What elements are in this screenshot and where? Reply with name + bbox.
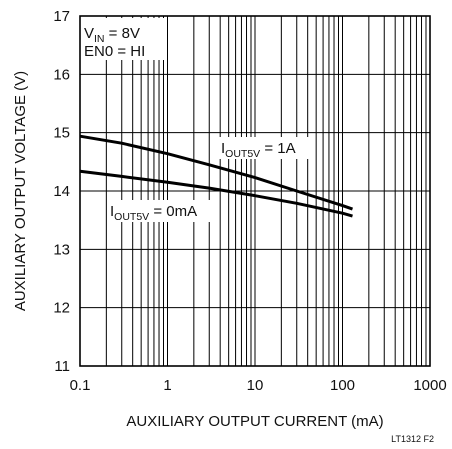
series-label-0ma: IOUT5V = 0mA bbox=[110, 203, 197, 223]
series-label-1a: IOUT5V = 1A bbox=[221, 140, 296, 160]
x-tick-label: 10 bbox=[247, 377, 264, 394]
series-line-0 bbox=[79, 134, 353, 211]
figure-code: LT1312 F2 bbox=[391, 434, 434, 444]
condition-vin: VIN = 8V bbox=[84, 25, 140, 45]
series-label-0ma-bg bbox=[108, 200, 216, 222]
y-tick-label: 12 bbox=[53, 300, 70, 317]
y-tick-label: 15 bbox=[53, 125, 70, 142]
series-line-1 bbox=[79, 169, 353, 218]
x-axis-title: AUXILIARY OUTPUT CURRENT (mA) bbox=[126, 413, 383, 430]
x-tick-label: 1 bbox=[163, 377, 171, 394]
grid bbox=[80, 16, 430, 366]
x-tick-labels: 0.1 1 10 100 1000 bbox=[70, 377, 447, 394]
y-tick-label: 13 bbox=[53, 241, 70, 258]
plot-frame bbox=[79, 15, 431, 367]
y-tick-label: 17 bbox=[53, 8, 70, 25]
x-tick-label: 1000 bbox=[413, 377, 446, 394]
y-tick-label: 14 bbox=[53, 183, 70, 200]
x-tick-label: 0.1 bbox=[70, 377, 91, 394]
y-tick-labels: 11 12 13 14 15 16 17 bbox=[53, 8, 70, 375]
series-label-1a-bg bbox=[218, 137, 310, 159]
y-tick-label: 11 bbox=[54, 358, 70, 375]
y-axis-title: AUXILIARY OUTPUT VOLTAGE (V) bbox=[12, 71, 29, 311]
conditions-box bbox=[81, 18, 167, 60]
condition-en0: EN0 = HI bbox=[84, 43, 145, 60]
x-tick-label: 100 bbox=[330, 377, 355, 394]
series-lines bbox=[79, 134, 353, 218]
y-tick-label: 16 bbox=[53, 66, 70, 83]
